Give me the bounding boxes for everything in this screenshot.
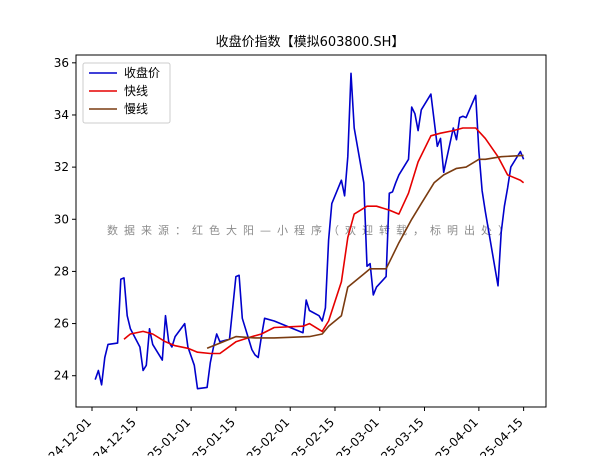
series-line-slow — [206, 154, 524, 350]
chart-title: 收盘价指数【模拟603800.SH】 — [216, 34, 405, 50]
x-tick-label: 2025-04-01 — [422, 415, 481, 456]
y-tick-label: 28 — [54, 264, 69, 278]
y-tick-label: 32 — [54, 160, 69, 174]
legend-label-fast: 快线 — [124, 84, 148, 98]
y-tick-label: 34 — [54, 108, 69, 122]
watermark-text: 数据来源：红色大阳—小程序（欢迎转载，标明出处） — [107, 223, 515, 237]
y-tick-label: 36 — [54, 56, 69, 70]
legend-label-slow: 慢线 — [124, 102, 148, 116]
series-layer — [94, 72, 525, 390]
series-line-fast — [123, 127, 525, 355]
y-tick-label: 26 — [54, 317, 69, 331]
x-tick-label: 2024-12-01 — [35, 415, 94, 456]
legend-label-close: 收盘价 — [124, 65, 160, 80]
x-tick-label: 2025-02-01 — [233, 415, 292, 456]
y-tick-label: 30 — [54, 212, 69, 226]
series-line-close — [94, 72, 525, 390]
y-tick-label: 24 — [54, 369, 69, 383]
x-tick-label: 2025-01-01 — [134, 415, 193, 456]
plot-area-frame — [75, 54, 547, 408]
legend-box — [82, 62, 171, 124]
